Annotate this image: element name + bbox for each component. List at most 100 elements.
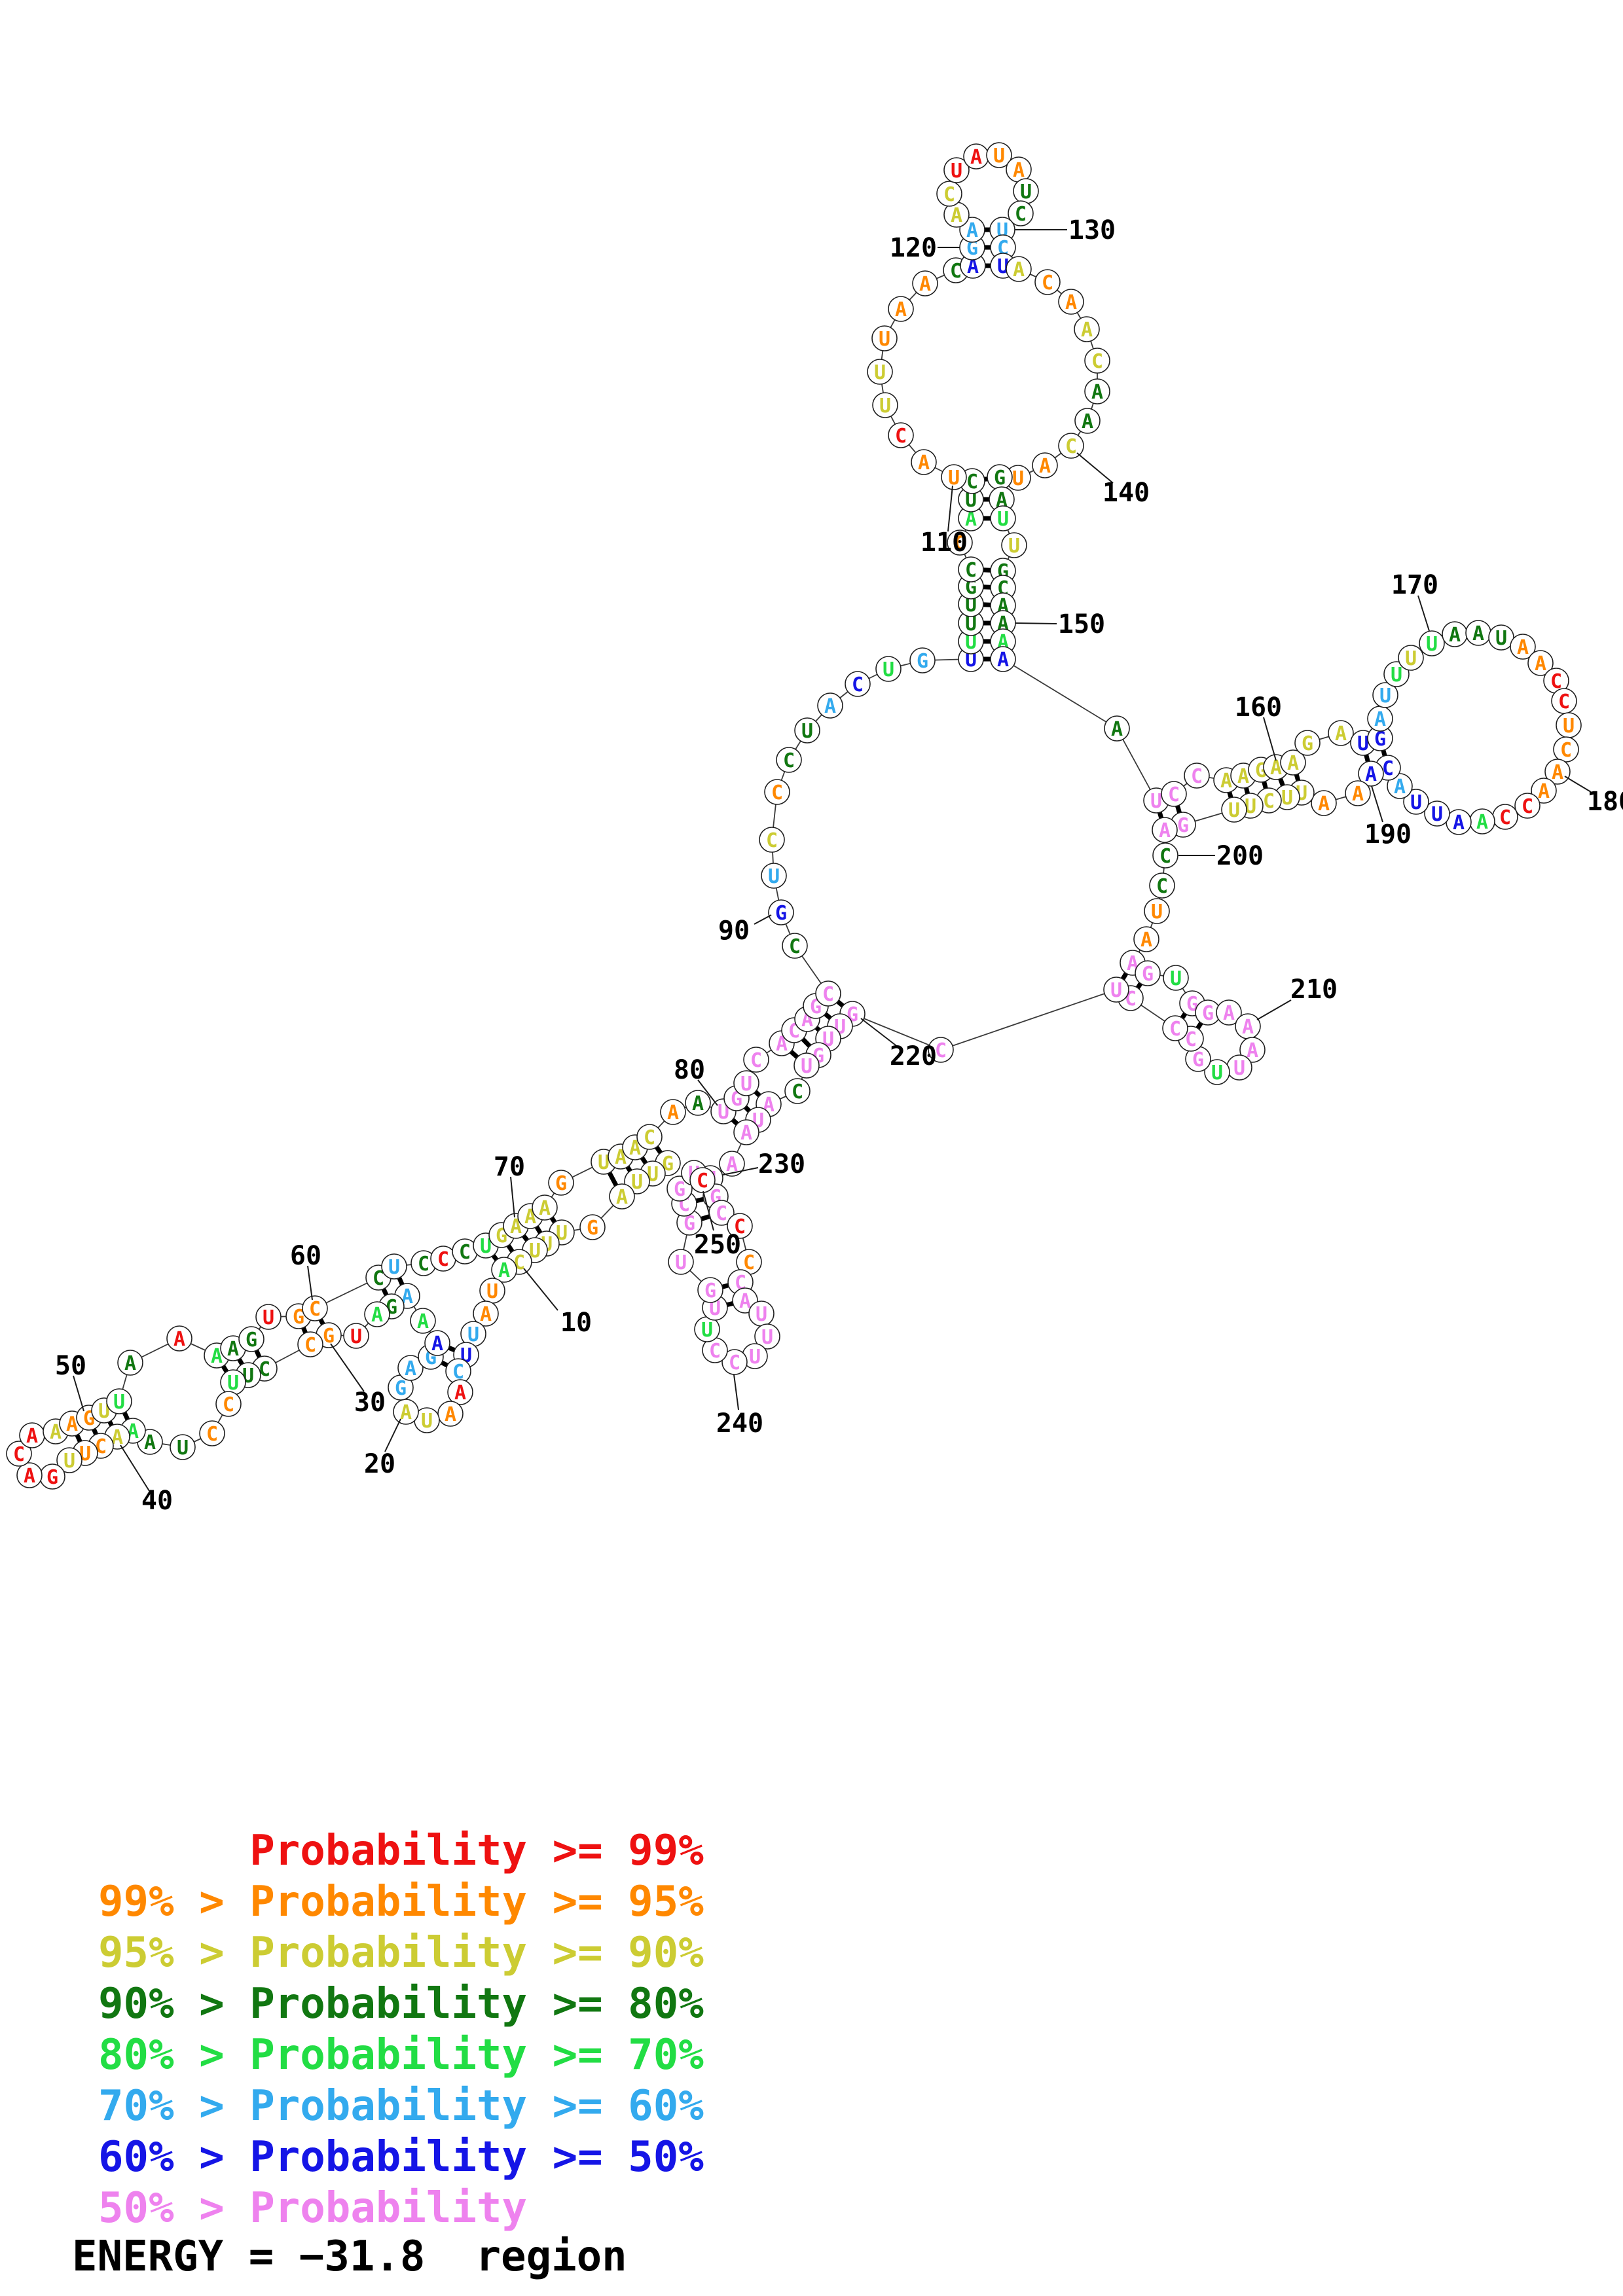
nucleotide-C: C	[1149, 872, 1175, 899]
nucleotide-U: U	[668, 1249, 694, 1275]
nucleotide-circle	[909, 647, 936, 673]
legend-row-8: 50% > Probability	[98, 2184, 528, 2233]
nucleotide-letter: C	[373, 1267, 384, 1290]
nucleotide-letter: A	[1335, 723, 1347, 745]
nucleotide-letter: G	[293, 1306, 304, 1329]
nucleotide-letter: U	[993, 145, 1005, 168]
legend-row-7: 60% > Probability >= 50%	[98, 2133, 704, 2181]
nucleotide-U: U	[694, 1316, 720, 1342]
nucleotide-letter: C	[304, 1334, 316, 1357]
nucleotide-circle	[1294, 730, 1321, 756]
nucleotide-letter: U	[1410, 791, 1422, 814]
nucleotide-letter: C	[1091, 350, 1103, 373]
position-labels: 10 20 30 40 50 60 70 80 90 110 120 130 140 150 160 170 1…	[55, 215, 1623, 1516]
nucleotide-circle	[56, 1447, 82, 1473]
position-label-30: 30	[354, 1388, 386, 1418]
nucleotide-letter: U	[965, 649, 977, 672]
nucleotide-letter: U	[1233, 1057, 1245, 1080]
nucleotide-C: C	[297, 1331, 323, 1357]
nucleotide-C: C	[815, 980, 841, 1007]
nucleotide-C: C	[1008, 200, 1034, 226]
nucleotide-C: C	[936, 181, 962, 207]
nucleotide-letter: U	[879, 328, 890, 351]
position-label-80: 80	[674, 1055, 705, 1085]
position-label-210: 210	[1290, 975, 1338, 1005]
nucleotide-circle	[1074, 408, 1101, 434]
nucleotide-circle	[1074, 316, 1100, 342]
nucleotide-A: A	[1235, 1013, 1261, 1039]
nucleotide-letter: U	[701, 1319, 713, 1342]
nucleotide-letter: U	[227, 1372, 239, 1395]
nucleotide-letter: A	[966, 219, 978, 242]
position-label-10: 10	[560, 1308, 592, 1338]
nucleotide-letter: A	[1538, 780, 1550, 803]
nucleotide-U: U	[1226, 1054, 1252, 1081]
nucleotide-letter: A	[895, 298, 907, 321]
nucleotide-U: U	[986, 142, 1012, 168]
nucleotide-circle	[1008, 200, 1034, 226]
nucleotide-letter: G	[246, 1329, 257, 1352]
nucleotide-letter: U	[761, 1326, 773, 1349]
nucleotide-circle	[238, 1326, 264, 1352]
nucleotide-circle	[1419, 630, 1445, 656]
nucleotide-letter: C	[13, 1443, 25, 1466]
legend-row-3: 95% > Probability >= 90%	[98, 1929, 704, 1977]
nucleotide-letter: A	[1270, 757, 1282, 780]
position-label-160: 160	[1235, 692, 1282, 723]
nucleotide-circle	[1163, 965, 1189, 991]
nucleotide-letter: G	[587, 1217, 598, 1240]
nucleotide-C: C	[410, 1250, 437, 1276]
nucleotide-letter: U	[1020, 181, 1032, 204]
nucleotide-circle	[888, 422, 914, 448]
nucleotide-C: C	[776, 747, 802, 773]
nucleotide-circle	[364, 1301, 390, 1327]
label-leader-line	[73, 1375, 84, 1412]
nucleotide-A: A	[1469, 808, 1495, 834]
nucleotide-letter: A	[1220, 770, 1232, 793]
nucleotide-A: A	[1239, 1037, 1266, 1063]
nucleotide-circle	[719, 1151, 745, 1177]
nucleotide-circle	[170, 1434, 196, 1460]
nucleotide-letter: G	[555, 1172, 567, 1195]
nucleotide-letter: A	[616, 1186, 628, 1209]
nucleotide-letter: A	[1082, 410, 1093, 433]
nucleotide-A: A	[166, 1325, 192, 1352]
nucleotide-letter: C	[1156, 875, 1168, 898]
position-label-50: 50	[55, 1351, 86, 1381]
nucleotide-C: C	[689, 1167, 716, 1193]
nucleotide-circle	[255, 1304, 282, 1330]
nucleotide-A: A	[888, 296, 914, 322]
nucleotide-letter: A	[1237, 765, 1249, 788]
nucleotide-letter: A	[24, 1465, 35, 1488]
nucleotide-U: U	[255, 1304, 282, 1330]
nucleotide-C: C	[708, 1200, 735, 1226]
nucleotide-U: U	[1204, 1059, 1230, 1085]
nucleotide-letter: U	[388, 1256, 400, 1279]
nucleotide-letter: A	[1091, 381, 1103, 404]
nucleotide-U: U	[1383, 661, 1410, 687]
nucleotide-letter: U	[965, 594, 977, 617]
nucleotide-circle	[794, 717, 820, 744]
nucleotide-circle	[6, 1441, 32, 1467]
nucleotide-circle	[579, 1214, 606, 1240]
nucleotide-U: U	[381, 1253, 407, 1280]
nucleotide-circle	[941, 464, 967, 490]
nucleotide-circle	[1152, 842, 1178, 869]
nucleotide-letter: G	[917, 650, 928, 673]
nucleotide-letter: C	[223, 1393, 234, 1416]
nucleotide-circle	[697, 1277, 723, 1303]
nucleotide-letter: U	[948, 467, 960, 490]
nucleotide-A: A	[1074, 316, 1100, 342]
nucleotide-C: C	[1514, 793, 1541, 819]
backbone-segment	[1116, 728, 1157, 801]
nucleotide-letter: G	[1302, 732, 1313, 755]
nucleotide-U: U	[1556, 712, 1582, 738]
nucleotide-circle	[845, 671, 871, 697]
nucleotide-letter: A	[1517, 636, 1529, 659]
nucleotide-A: A	[958, 505, 984, 531]
nucleotide-A: A	[1311, 790, 1337, 816]
nucleotide-A: A	[1006, 256, 1032, 282]
nucleotide-A: A	[1527, 650, 1554, 676]
nucleotide-letter: U	[801, 720, 813, 743]
nucleotide-circle	[1104, 715, 1130, 742]
